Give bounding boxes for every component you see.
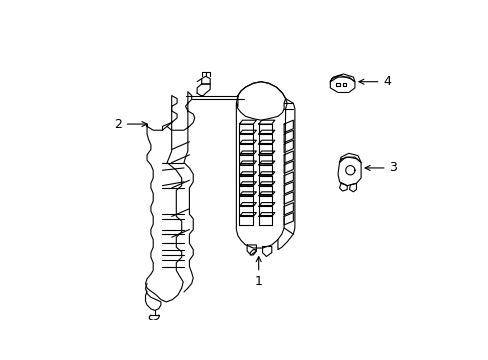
Text: 4: 4 (358, 75, 390, 88)
Text: 2: 2 (114, 118, 146, 131)
Text: 1: 1 (254, 257, 262, 288)
Text: 3: 3 (365, 161, 397, 175)
